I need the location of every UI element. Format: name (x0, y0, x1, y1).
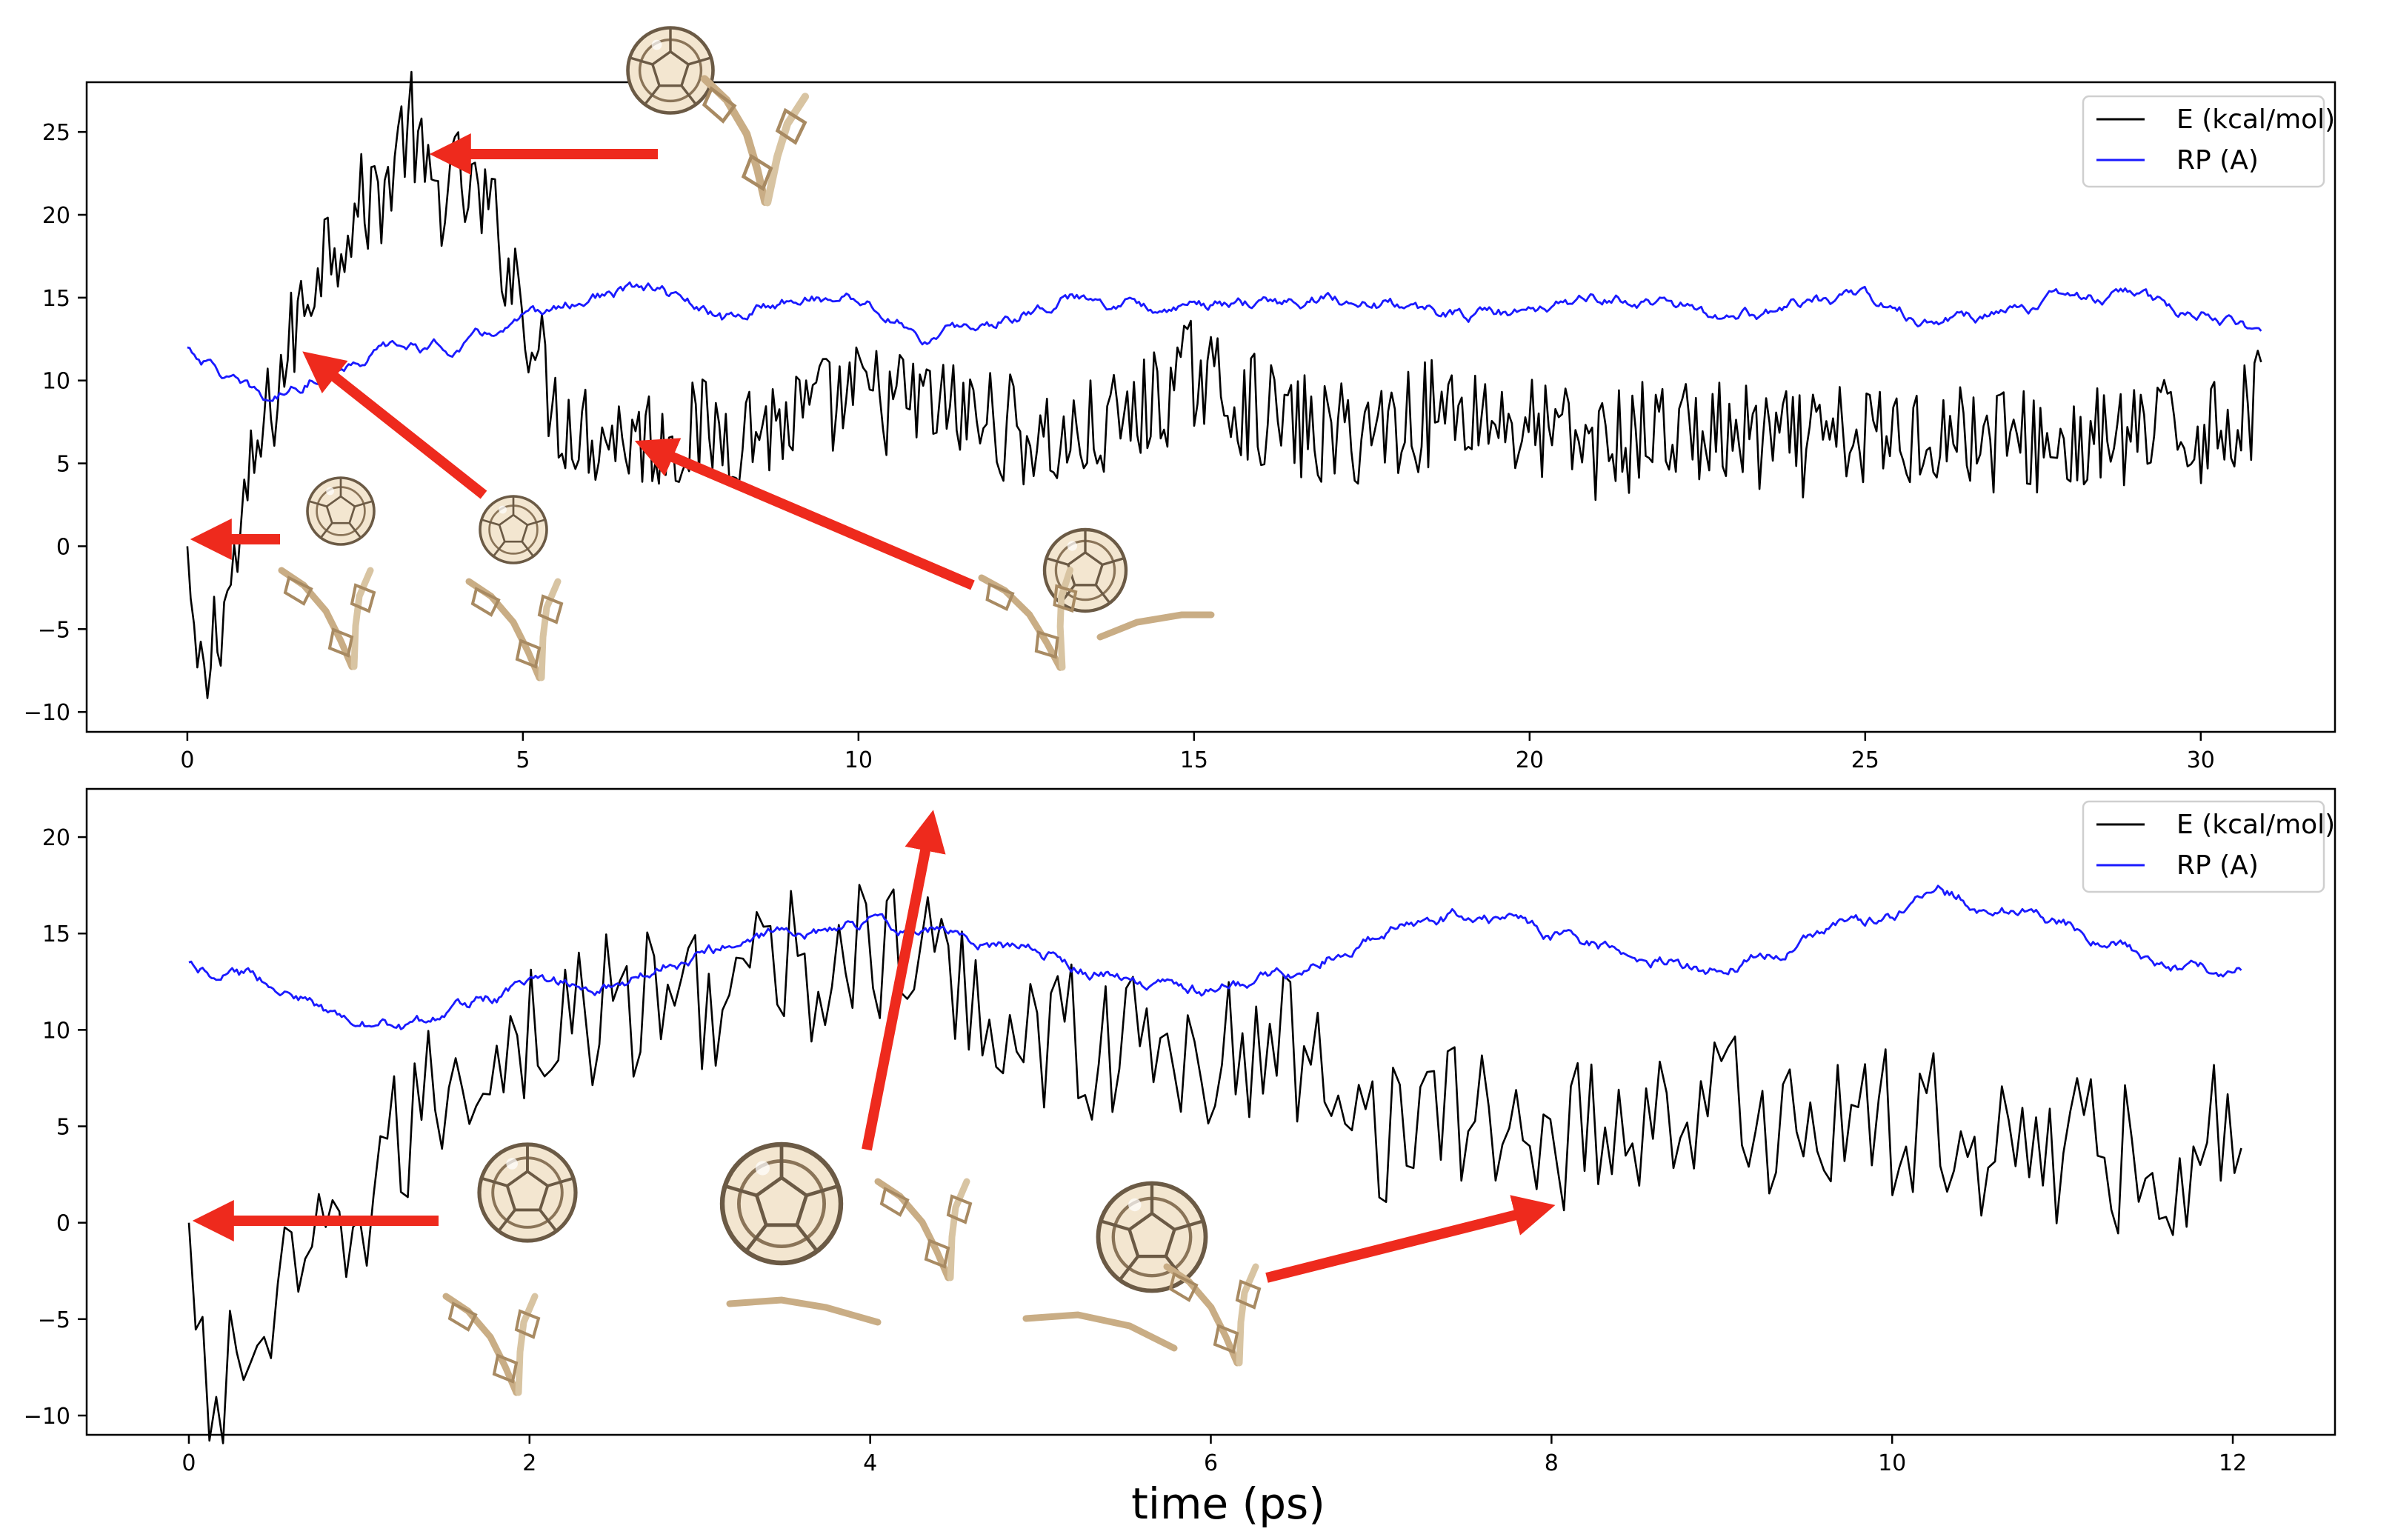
x-tick-label: 15 (1180, 747, 1208, 773)
annotation-arrow (862, 810, 946, 1151)
x-tick-label: 6 (1204, 1450, 1218, 1476)
x-tick-label: 0 (181, 1450, 196, 1476)
molecule-image-complex-3 (722, 1144, 970, 1326)
y-tick-label: −10 (24, 700, 70, 726)
x-tick-label: 30 (2187, 747, 2215, 773)
annotation-arrow (1265, 1195, 1556, 1283)
y-tick-label: 20 (42, 203, 70, 229)
annotation-arrow (634, 438, 975, 590)
y-tick-label: −10 (24, 1404, 70, 1430)
y-tick-label: 25 (42, 120, 70, 146)
x-tick-label: 4 (863, 1450, 877, 1476)
x-tick-label: 25 (1851, 747, 1879, 773)
y-tick-label: 0 (56, 534, 70, 560)
x-tick-label: 8 (1545, 1450, 1559, 1476)
top-plot-lines (186, 70, 2262, 699)
y-tick-label: 15 (42, 921, 70, 947)
molecule-image-complex-2 (982, 530, 1215, 674)
x-axis-label: time (ps) (1131, 1479, 1325, 1529)
bottom-legend: E (kcal/mol) RP (A) (2082, 800, 2335, 893)
y-tick-label: 10 (42, 369, 70, 395)
legend-label-energy: E (kcal/mol) (2176, 810, 2335, 840)
annotation-arrow (302, 351, 487, 499)
x-tick-label: 0 (180, 747, 194, 773)
top-legend: E (kcal/mol) RP (A) (2082, 95, 2335, 188)
y-tick-label: 15 (42, 286, 70, 312)
x-tick-label: 5 (516, 747, 530, 773)
rp-series-line (187, 281, 2262, 402)
x-tick-label: 2 (522, 1450, 536, 1476)
energy-series-line (187, 884, 2242, 1444)
x-tick-label: 10 (845, 747, 873, 773)
y-tick-label: 5 (56, 1115, 70, 1141)
y-tick-label: 10 (42, 1018, 70, 1044)
rp-series-line (188, 884, 2242, 1030)
x-tick-label: 20 (1516, 747, 1544, 773)
x-tick-label: 12 (2219, 1450, 2247, 1476)
x-tick-label: 10 (1878, 1450, 1906, 1476)
y-tick-label: −5 (38, 1307, 70, 1333)
energy-series-line (186, 70, 2262, 699)
molecule-image-complex-4 (1022, 1184, 1259, 1364)
y-tick-label: 0 (56, 1211, 70, 1237)
bottom-axis-ticks: 0 2 4 6 8 10 12 −10 −5 0 5 10 15 20 (24, 825, 2247, 1476)
bottom-panel: 0 2 4 6 8 10 12 −10 −5 0 5 10 15 20 E (kcal/mol) RP (… (24, 787, 2336, 1529)
legend-label-rp: RP (A) (2176, 145, 2259, 176)
bottom-plot-lines (187, 884, 2242, 1444)
legend-label-energy: E (kcal/mol) (2176, 104, 2335, 135)
y-tick-label: −5 (38, 617, 70, 643)
y-tick-label: 5 (56, 452, 70, 478)
top-axis-ticks: 0 5 10 15 20 25 30 −10 −5 0 5 10 15 20 25 (24, 120, 2215, 773)
legend-label-rp: RP (A) (2176, 850, 2259, 881)
y-tick-label: 20 (42, 825, 70, 851)
